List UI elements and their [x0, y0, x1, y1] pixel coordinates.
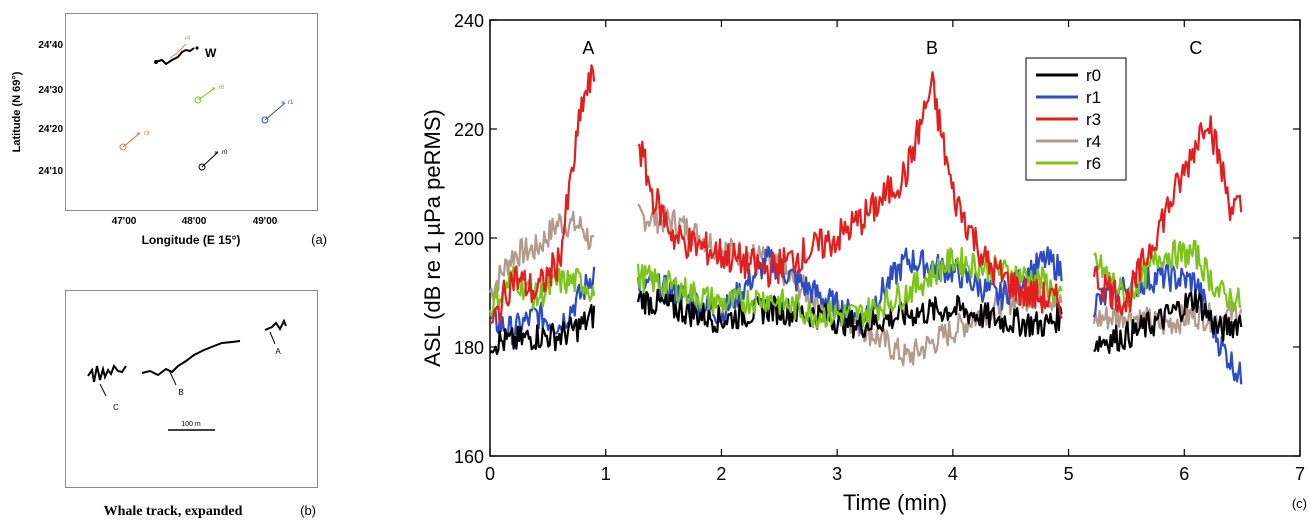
- y-axis-label: ASL (dB re 1 µPa peRMS): [420, 109, 445, 367]
- series-line-r6: [488, 264, 596, 319]
- legend-label-r6: r6: [1086, 154, 1101, 173]
- receiver-r0: × r0: [198, 150, 228, 171]
- series-line-r6: [1093, 239, 1242, 313]
- x-tick-label: 7: [1295, 464, 1305, 484]
- legend-label-r4: r4: [1086, 132, 1101, 151]
- x-tick-label: 0: [485, 464, 495, 484]
- y-tick-label: 240: [454, 11, 484, 31]
- whale-end-marker: [195, 46, 199, 50]
- series-line-r6: [637, 246, 1063, 330]
- track-point-a: A: [275, 347, 281, 356]
- panel-a-xtick: 48'00: [182, 216, 207, 227]
- y-tick-label: 160: [454, 447, 484, 467]
- whale-start-marker: [154, 60, 158, 64]
- track-point-b: B: [178, 388, 183, 397]
- panel-a-ylabel: Latitude (N 69°): [11, 71, 23, 152]
- receiver-label-r0: r0: [222, 150, 228, 156]
- x-axis-label: Time (min): [843, 490, 947, 515]
- series-line-r4: [488, 210, 595, 300]
- panel-a-tag: (a): [311, 232, 327, 247]
- x-tick-label: 5: [1064, 464, 1074, 484]
- legend-label-r0: r0: [1086, 66, 1101, 85]
- annotation-b: B: [926, 38, 938, 58]
- receiver-label-r6: r6: [219, 85, 225, 91]
- y-tick-label: 220: [454, 120, 484, 140]
- whale-track-expanded: [87, 318, 287, 383]
- annotations: A B C: [582, 38, 1202, 58]
- receiver-r6: × r6: [194, 85, 225, 104]
- svg-text:×: ×: [211, 86, 215, 93]
- track-point-c: C: [113, 403, 119, 412]
- receiver-r1: × r1: [261, 100, 294, 124]
- y-tick-label: 180: [454, 338, 484, 358]
- scale-bar-label: 100 m: [181, 421, 201, 428]
- receiver-label-r3: r3: [144, 131, 150, 137]
- panel-a-xlabel: Longitude (E 15°): [142, 233, 241, 247]
- x-tick-label: 4: [948, 464, 958, 484]
- receiver-r3: × r3: [119, 131, 150, 151]
- panel-a-map: r4 × r6 × r1 × r3 × r0 24'40: [11, 36, 327, 247]
- series-line-r0: [489, 303, 596, 356]
- y-tick-label: 200: [454, 229, 484, 249]
- receiver-r4: r4: [185, 36, 191, 42]
- legend-label-r3: r3: [1086, 110, 1101, 129]
- series-line-r0: [1093, 289, 1243, 354]
- axis-ticks: 0 1 2 3 4 5 6 7 160 180 200 220 240: [454, 11, 1305, 484]
- annotation-c: C: [1189, 38, 1202, 58]
- panel-c-tag: (c): [1292, 496, 1307, 511]
- receiver-label-r1: r1: [288, 100, 294, 106]
- panel-a-whale-track: [154, 43, 199, 66]
- svg-text:×: ×: [136, 131, 140, 138]
- x-tick-label: 2: [716, 464, 726, 484]
- receiver-label-r4: r4: [185, 36, 191, 42]
- legend-label-r1: r1: [1086, 88, 1101, 107]
- svg-text:×: ×: [281, 100, 285, 107]
- panel-a-ytick: 24'20: [38, 124, 63, 135]
- panel-a-xtick: 49'00: [253, 216, 278, 227]
- panel-a-ytick: 24'30: [38, 85, 63, 96]
- series-line-r3: [637, 71, 1063, 319]
- panel-a-xtick: 47'00: [112, 216, 137, 227]
- annotation-a: A: [582, 38, 594, 58]
- plot-frame: [489, 19, 1301, 457]
- x-tick-label: 3: [832, 464, 842, 484]
- panel-a-ytick: 24'40: [38, 40, 63, 51]
- x-tick-label: 6: [1179, 464, 1189, 484]
- series-line-r4: [637, 203, 1063, 367]
- legend: r0 r1 r3 r4 r6: [1025, 57, 1127, 181]
- series-line-r4: [1092, 300, 1243, 335]
- x-tick-label: 1: [601, 464, 611, 484]
- panel-a-ytick: 24'10: [38, 166, 63, 177]
- svg-text:×: ×: [214, 150, 218, 157]
- series-line-r3: [1092, 115, 1243, 316]
- panel-a-plot-frame: [65, 13, 318, 211]
- panel-b-title: Whale track, expanded: [104, 504, 243, 519]
- panel-b-track: C B A 100 m Whale track, expanded (b): [87, 318, 316, 519]
- whale-label: W: [205, 46, 217, 60]
- panel-b-tag: (b): [300, 503, 316, 518]
- series-line-r3: [489, 64, 596, 325]
- series-layer: [488, 64, 1243, 385]
- asl-time-chart: 0 1 2 3 4 5 6 7 160 180 200 220 240 A B C Time (min) A…: [420, 11, 1307, 515]
